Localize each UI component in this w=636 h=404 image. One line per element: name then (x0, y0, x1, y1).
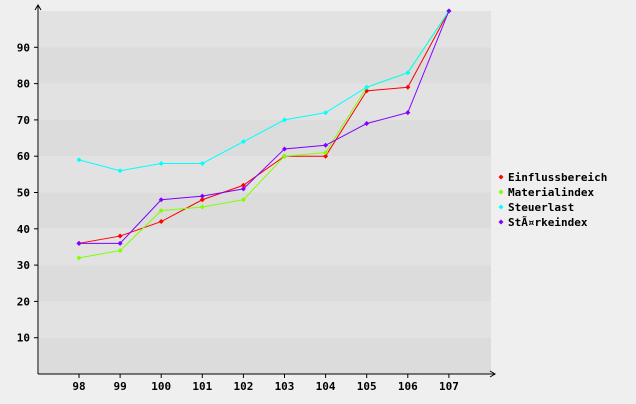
data-point (158, 208, 164, 214)
data-point (282, 117, 287, 123)
grid-band (39, 192, 491, 229)
data-point (76, 240, 82, 246)
data-point (405, 84, 411, 90)
data-point (323, 153, 329, 159)
series-lines (76, 8, 452, 261)
legend-label: Materialindex (508, 186, 594, 199)
data-point (76, 157, 82, 163)
data-point (117, 248, 123, 254)
legend-item: Einflussbereich (498, 171, 607, 184)
data-point (117, 168, 123, 174)
y-tick-label: 30 (17, 259, 30, 272)
data-point (117, 233, 123, 239)
x-tick-label: 100 (151, 380, 171, 393)
x-ticks: 98 99 100 101 102 103 104 105 106 107 (72, 374, 459, 393)
series-line (78, 10, 450, 244)
x-axis-arrow (489, 370, 496, 378)
data-point (405, 110, 411, 116)
y-axis-arrow (34, 4, 42, 11)
y-tick-label: 40 (17, 223, 30, 236)
axes (34, 4, 496, 378)
legend-marker (498, 174, 504, 180)
data-point (282, 146, 287, 152)
grid-band (39, 83, 491, 120)
grid-bands (39, 11, 491, 374)
data-point (158, 219, 164, 225)
legend-marker (498, 189, 504, 195)
data-point (240, 197, 246, 203)
series-line (79, 10, 450, 244)
data-point (199, 193, 205, 199)
x-tick-label: 102 (233, 380, 253, 393)
data-point (446, 8, 452, 14)
y-tick-label: 70 (17, 114, 30, 127)
data-point (158, 160, 164, 166)
y-tick-label: 90 (17, 41, 30, 54)
grid-band (39, 156, 491, 193)
data-point (199, 160, 205, 166)
grid-band (39, 228, 491, 266)
legend-label: StÃ¤rkeindex (508, 216, 588, 229)
data-point (282, 153, 287, 159)
data-point (76, 255, 82, 261)
x-tick-label: 101 (192, 380, 212, 393)
data-point (364, 84, 370, 90)
y-tick-label: 50 (17, 187, 30, 200)
y-tick-label: 80 (17, 78, 30, 91)
grid-band (39, 337, 491, 374)
data-point (240, 186, 246, 192)
grid-band (39, 47, 491, 84)
grid-band (39, 265, 491, 302)
data-point (323, 110, 329, 116)
legend-marker (498, 219, 504, 225)
data-point (405, 70, 411, 76)
data-point (323, 150, 329, 156)
data-point (199, 204, 205, 210)
x-tick-label: 104 (316, 380, 336, 393)
legend-label: Einflussbereich (508, 171, 607, 184)
x-tick-label: 105 (357, 380, 377, 393)
series-3 (76, 8, 452, 246)
y-ticks: 10 20 30 40 50 60 70 80 90 (17, 41, 38, 345)
data-point (158, 197, 164, 203)
data-point (240, 139, 246, 145)
legend-item: Materialindex (498, 186, 594, 199)
y-tick-label: 20 (17, 295, 30, 308)
series-line (78, 10, 450, 172)
legend-marker (498, 204, 504, 210)
x-tick-label: 103 (275, 380, 295, 393)
grid-band (39, 301, 491, 338)
legend-item: StÃ¤rkeindex (498, 216, 588, 229)
data-point (323, 142, 329, 148)
x-tick-label: 107 (439, 380, 459, 393)
data-point (117, 240, 123, 246)
grid-band (39, 119, 491, 157)
x-tick-label: 106 (398, 380, 418, 393)
data-point (364, 121, 370, 127)
y-tick-label: 60 (17, 150, 30, 163)
y-tick-label: 10 (17, 332, 30, 345)
legend-item: Steuerlast (498, 201, 574, 214)
x-tick-label: 98 (72, 380, 85, 393)
grid-band (39, 11, 491, 48)
data-point (240, 182, 246, 188)
data-point (199, 197, 205, 203)
x-tick-label: 99 (113, 380, 126, 393)
legend: Einflussbereich Materialindex Steuerlast St… (498, 171, 607, 229)
legend-label: Steuerlast (508, 201, 574, 214)
